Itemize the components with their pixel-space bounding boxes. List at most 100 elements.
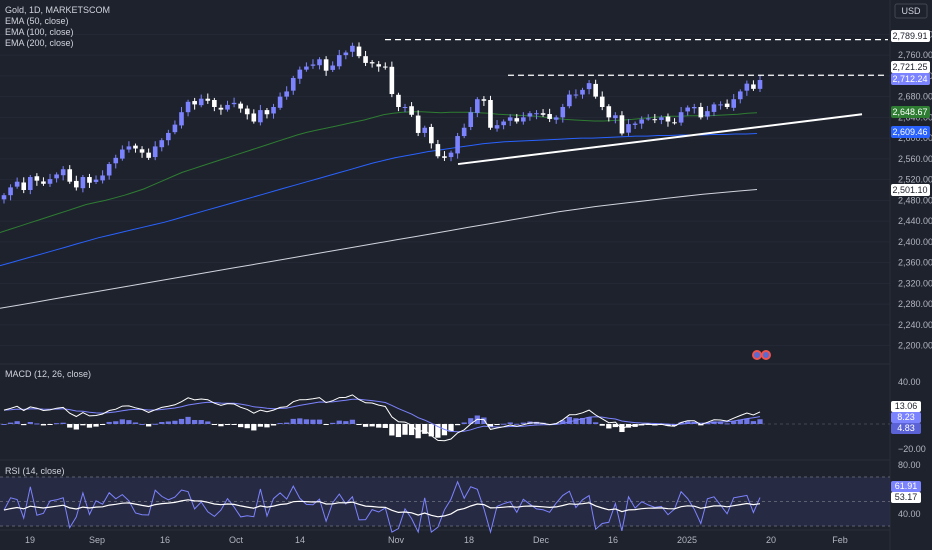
macd-hist-bar [704, 423, 711, 425]
candle-body [685, 107, 690, 112]
candle-body [336, 55, 342, 67]
price-tick-label: 2,560.00 [898, 154, 932, 164]
macd-hist-bar [119, 419, 125, 424]
rsi-tick-80: 80.00 [898, 460, 921, 470]
candle-body [212, 99, 217, 107]
candle-body [488, 99, 493, 128]
macd-hist-bar [395, 424, 402, 438]
candle-body [14, 181, 20, 187]
candle-body [645, 118, 651, 120]
candle-body [442, 156, 447, 158]
macd-hist-bar [619, 424, 625, 433]
badge-macd-text: 13.06 [895, 401, 918, 411]
candle-body [534, 113, 539, 115]
time-label-dec: Dec [533, 535, 550, 545]
badge-rsi-ma-text: 53.17 [895, 492, 918, 502]
macd-hist-bar [277, 423, 283, 425]
candle-body [468, 112, 474, 127]
macd-hist-bar [165, 421, 171, 424]
macd-hist-bar [80, 424, 86, 426]
macd-hist-bar [316, 419, 323, 424]
candle-body [659, 117, 664, 120]
candle-body [514, 118, 520, 122]
candle-body [369, 62, 375, 64]
macd-hist-bar [73, 424, 79, 430]
macd-hist-bar [402, 424, 408, 435]
candle-body [225, 104, 230, 110]
macd-hist-bar [60, 422, 66, 424]
badge-macd: 13.06 [891, 401, 921, 412]
candle-body [60, 169, 66, 176]
candle-body [159, 140, 165, 148]
macd-hist-bar [343, 421, 349, 424]
candle-body [1, 195, 7, 200]
candle-body [218, 107, 224, 110]
candle-body [133, 145, 138, 149]
rsi-ma-line [3, 499, 761, 518]
macd-hist-bar [678, 422, 684, 424]
candle-body [396, 94, 401, 107]
macd-hist-bar [185, 416, 191, 424]
price-tick-label: 2,240.00 [898, 320, 932, 330]
time-label-18: 18 [464, 535, 474, 545]
macd-hist-bar [757, 419, 763, 424]
candle-body [297, 69, 303, 79]
badge-signal-text: 8.23 [897, 412, 915, 422]
candle-body [521, 117, 526, 122]
macd-hist-bar [369, 424, 375, 427]
badge-resistance-mid-text: 2,721.25 [892, 62, 927, 72]
macd-hist-bar [382, 424, 388, 428]
macd-hist-bar [336, 420, 342, 424]
chart-title: Gold, 1D, MARKETSCOM [5, 5, 110, 15]
candle-body [284, 91, 289, 97]
macd-hist-bar [7, 422, 14, 424]
macd-hist-bar [264, 424, 270, 428]
candle-body [744, 83, 750, 91]
candle-body [751, 84, 756, 89]
candle-body [573, 94, 579, 96]
candle-body [27, 177, 33, 190]
candle-body [402, 107, 408, 108]
candle-body [264, 110, 270, 115]
price-tick-label: 2,440.00 [898, 216, 932, 226]
price-tick-label: 2,520.00 [898, 175, 932, 185]
time-axis[interactable]: 19 Sep 16 Oct 14 Nov 18 Dec 16 2025 20 F… [25, 535, 848, 545]
macd-hist-bar [99, 424, 106, 425]
macd-plot [0, 394, 890, 442]
ema50-line [0, 111, 758, 233]
candle-body [106, 164, 112, 176]
candle-body [665, 116, 671, 122]
macd-hist-bar [487, 424, 494, 427]
price-tick-label: 2,680.00 [898, 92, 932, 102]
macd-hist-bar [750, 421, 757, 424]
macd-hist-bar [408, 424, 415, 436]
badge-ema100-text: 2,609.46 [892, 127, 927, 137]
legend-ema100: EMA (100, close) [5, 27, 74, 37]
time-label-19: 19 [25, 535, 35, 545]
macd-hist-bar [251, 424, 257, 431]
macd-hist-bar [448, 424, 454, 432]
candle-body [606, 106, 612, 118]
price-tick-label: 2,320.00 [898, 278, 932, 288]
candle-body [126, 146, 132, 150]
candle-body [67, 169, 73, 182]
currency-button[interactable] [894, 3, 928, 19]
events-icon[interactable] [752, 350, 771, 360]
candle-body [737, 91, 743, 100]
ema100-line [0, 133, 758, 267]
macd-line [3, 394, 761, 442]
candles [1, 42, 763, 204]
candle-body [527, 113, 533, 117]
badge-resistance-high-text: 2,789.91 [892, 31, 927, 41]
candle-body [632, 123, 638, 125]
candle-body [435, 144, 441, 157]
candle-body [179, 112, 184, 126]
candle-body [691, 107, 697, 109]
candle-body [705, 111, 710, 117]
macd-hist-bar [330, 422, 336, 424]
price-tick-label: 2,600.00 [898, 133, 932, 143]
badge-hist-text: 4.83 [897, 423, 915, 433]
macd-hist-bar [257, 424, 264, 427]
price-tick-label: 2,400.00 [898, 237, 932, 247]
